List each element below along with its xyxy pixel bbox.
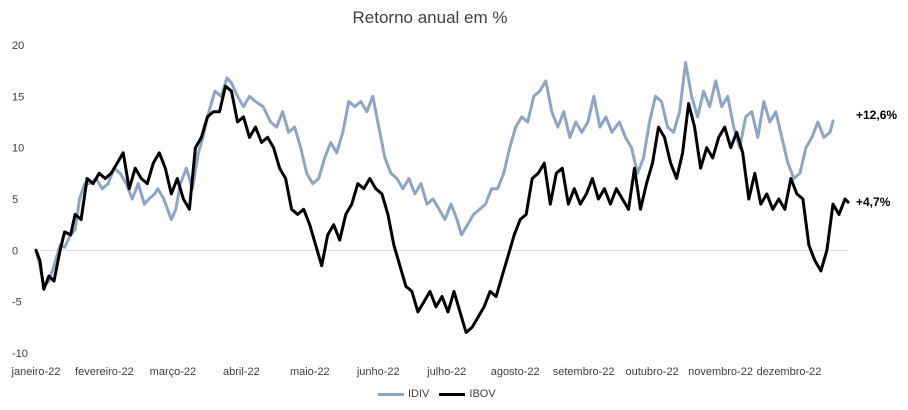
legend-item-idiv: IDIV bbox=[378, 388, 429, 400]
chart-title: Retorno anual em % bbox=[352, 8, 508, 27]
series-line-idiv bbox=[34, 61, 835, 288]
x-tick-label: setembro-22 bbox=[553, 366, 615, 378]
x-tick-label: maio-22 bbox=[290, 366, 330, 378]
end-labels: +12,6% +4,7% bbox=[856, 108, 897, 209]
y-tick-label: 5 bbox=[12, 194, 18, 206]
legend: IDIV IBOV bbox=[378, 388, 496, 400]
x-tick-label: novembro-22 bbox=[688, 366, 753, 378]
x-tick-label: outubro-22 bbox=[625, 366, 678, 378]
y-tick-label: 10 bbox=[12, 143, 24, 155]
series-line-ibov bbox=[34, 84, 850, 334]
x-tick-label: janeiro-22 bbox=[11, 366, 61, 378]
x-tick-label: dezembro-22 bbox=[757, 366, 822, 378]
x-tick-label: fevereiro-22 bbox=[75, 366, 134, 378]
end-label-ibov: +4,7% bbox=[856, 195, 891, 209]
y-tick-label: 15 bbox=[12, 91, 24, 103]
y-axis-ticks: 20 15 10 5 0 -5 -10 bbox=[12, 40, 28, 360]
x-axis-ticks: janeiro-22 fevereiro-22 março-22 abril-22 ma… bbox=[11, 366, 822, 378]
x-tick-label: junho-22 bbox=[356, 366, 400, 378]
x-tick-label: agosto-22 bbox=[491, 366, 540, 378]
legend-swatch-ibov bbox=[439, 392, 466, 396]
legend-item-ibov: IBOV bbox=[439, 388, 496, 400]
x-tick-label: março-22 bbox=[150, 366, 196, 378]
y-tick-label: -5 bbox=[12, 297, 22, 309]
series-layer bbox=[34, 61, 850, 334]
legend-label-idiv: IDIV bbox=[408, 388, 430, 400]
legend-label-ibov: IBOV bbox=[469, 388, 496, 400]
legend-swatch-idiv bbox=[378, 392, 404, 396]
y-tick-label: 20 bbox=[12, 40, 24, 52]
y-tick-label: 0 bbox=[12, 245, 18, 257]
x-tick-label: abril-22 bbox=[223, 366, 260, 378]
end-label-idiv: +12,6% bbox=[856, 108, 897, 122]
x-tick-label: julho-22 bbox=[426, 366, 466, 378]
y-tick-label: -10 bbox=[12, 348, 28, 360]
